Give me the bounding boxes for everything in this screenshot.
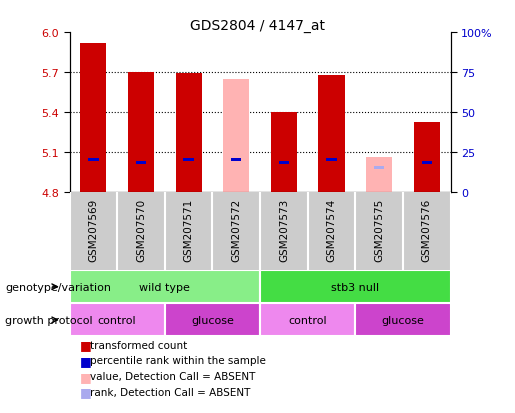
Text: GDS2804 / 4147_at: GDS2804 / 4147_at — [190, 19, 325, 33]
Bar — [327, 159, 337, 162]
Bar — [366, 158, 392, 192]
Bar — [176, 74, 202, 192]
Bar — [165, 304, 260, 337]
Bar — [70, 271, 260, 304]
Text: GSM207573: GSM207573 — [279, 198, 289, 261]
Text: GSM207571: GSM207571 — [184, 198, 194, 261]
Text: GSM207569: GSM207569 — [89, 198, 98, 261]
Bar — [88, 159, 98, 162]
Bar — [374, 167, 384, 170]
Text: GSM207572: GSM207572 — [231, 198, 241, 261]
Text: percentile rank within the sample: percentile rank within the sample — [90, 356, 266, 366]
Text: genotype/variation: genotype/variation — [5, 282, 111, 292]
Bar — [279, 162, 289, 165]
Text: glucose: glucose — [382, 315, 424, 325]
Bar — [271, 112, 297, 192]
Text: growth protocol: growth protocol — [5, 315, 93, 325]
Text: ■: ■ — [80, 338, 92, 351]
Bar — [183, 159, 194, 162]
Bar — [260, 271, 451, 304]
Text: wild type: wild type — [140, 282, 190, 292]
Text: ■: ■ — [80, 385, 92, 399]
Text: glucose: glucose — [191, 315, 234, 325]
Text: ■: ■ — [80, 370, 92, 383]
Bar — [231, 159, 242, 162]
Text: ■: ■ — [80, 354, 92, 367]
Text: GSM207575: GSM207575 — [374, 198, 384, 261]
Bar — [70, 304, 165, 337]
Bar — [260, 304, 355, 337]
Text: value, Detection Call = ABSENT: value, Detection Call = ABSENT — [90, 371, 255, 381]
Bar — [422, 162, 432, 165]
Text: stb3 null: stb3 null — [331, 282, 380, 292]
Bar — [223, 79, 249, 192]
Text: control: control — [288, 315, 327, 325]
Bar — [318, 76, 345, 192]
Text: rank, Detection Call = ABSENT: rank, Detection Call = ABSENT — [90, 387, 250, 397]
Bar — [355, 304, 451, 337]
Text: GSM207576: GSM207576 — [422, 198, 432, 261]
Bar — [136, 162, 146, 165]
Bar — [414, 123, 440, 192]
Text: GSM207574: GSM207574 — [327, 198, 336, 261]
Bar — [80, 44, 107, 192]
Text: GSM207570: GSM207570 — [136, 198, 146, 261]
Text: control: control — [98, 315, 136, 325]
Text: transformed count: transformed count — [90, 340, 187, 350]
Bar — [128, 73, 154, 192]
